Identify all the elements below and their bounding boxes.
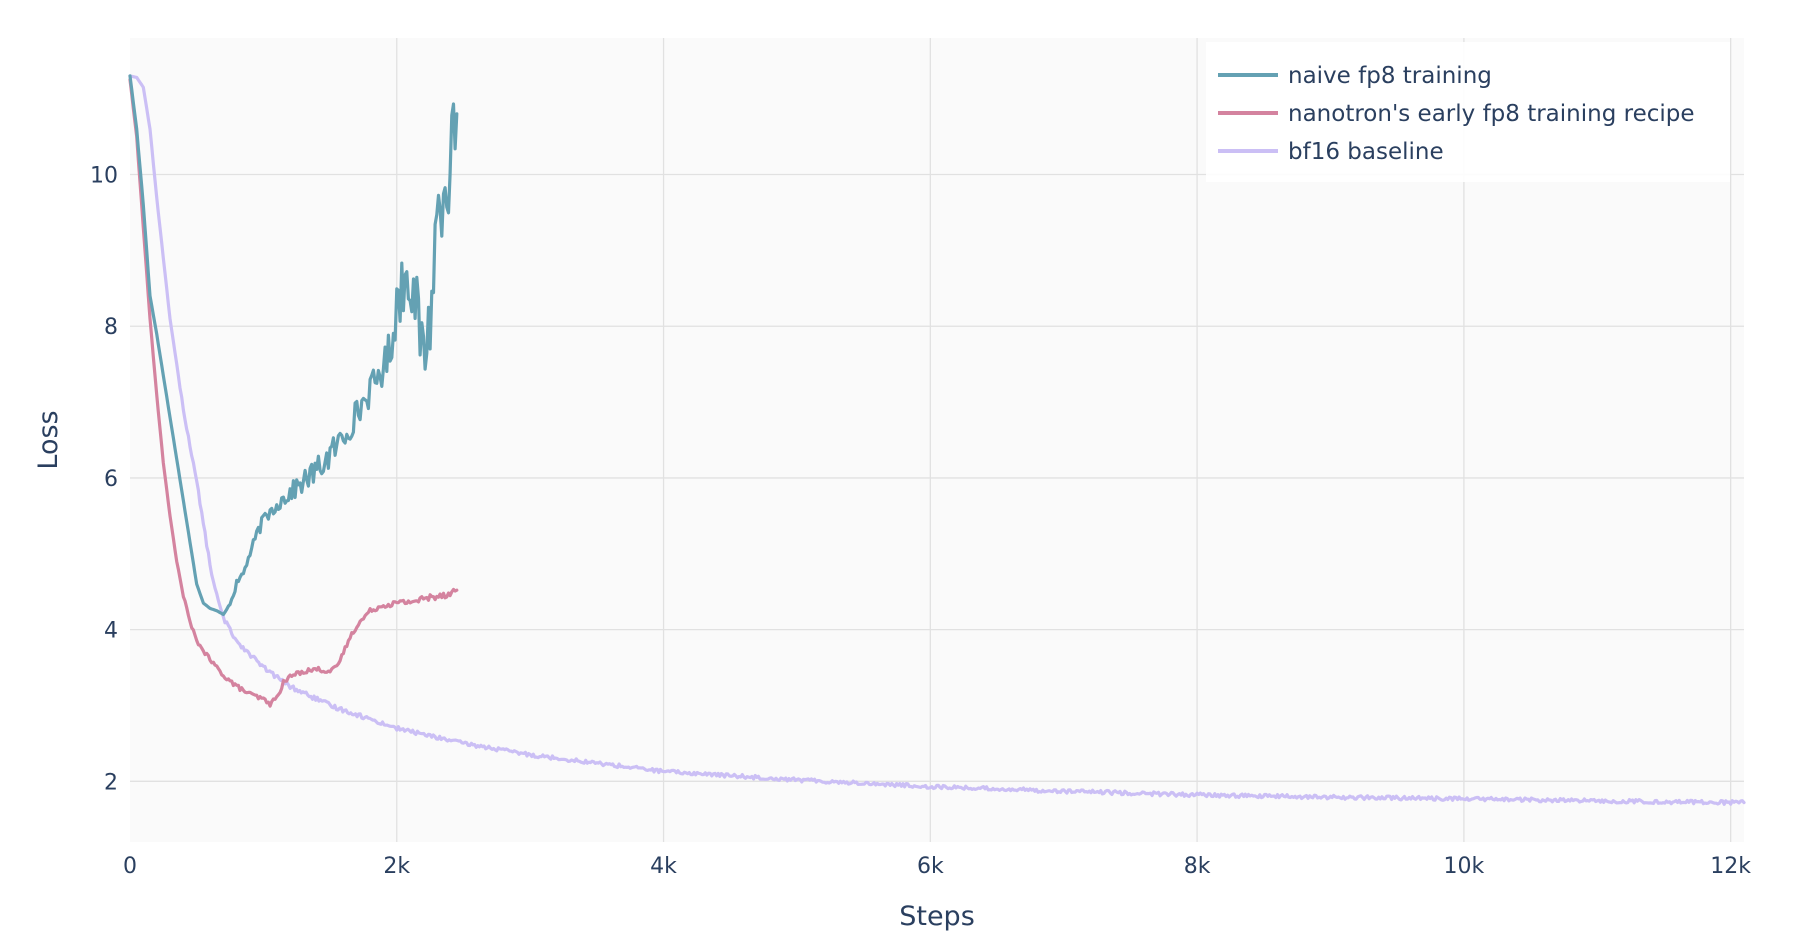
y-tick-label: 10 bbox=[90, 164, 118, 189]
x-tick-label: 4k bbox=[650, 854, 677, 879]
y-tick-label: 6 bbox=[104, 467, 118, 492]
x-tick-label: 10k bbox=[1444, 854, 1485, 879]
x-tick-label: 6k bbox=[917, 854, 944, 879]
y-axis-title: Loss bbox=[33, 410, 64, 469]
legend-label-nanotron-fp8: nanotron's early fp8 training recipe bbox=[1288, 101, 1695, 127]
legend[interactable]: naive fp8 training nanotron's early fp8 … bbox=[1206, 42, 1730, 182]
series-nanotron-fp8 bbox=[128, 78, 459, 708]
series-naive-fp8 bbox=[128, 74, 459, 617]
y-tick-label: 2 bbox=[104, 770, 118, 795]
x-tick-label: 8k bbox=[1184, 854, 1211, 879]
series-lines bbox=[128, 74, 1746, 806]
legend-label-bf16-baseline: bf16 baseline bbox=[1288, 139, 1444, 165]
tick-labels: 0 2k 4k 6k 8k 10k 12k 2 4 6 8 10 bbox=[90, 164, 1751, 879]
y-tick-label: 8 bbox=[104, 315, 118, 340]
x-tick-label: 2k bbox=[383, 854, 410, 879]
y-tick-label: 4 bbox=[104, 619, 118, 644]
series-bf16-baseline bbox=[128, 74, 1746, 806]
legend-label-naive-fp8: naive fp8 training bbox=[1288, 63, 1492, 89]
x-axis-title: Steps bbox=[899, 901, 975, 932]
legend-background bbox=[1206, 42, 1730, 182]
x-tick-label: 12k bbox=[1710, 854, 1751, 879]
x-tick-label: 0 bbox=[123, 854, 137, 879]
